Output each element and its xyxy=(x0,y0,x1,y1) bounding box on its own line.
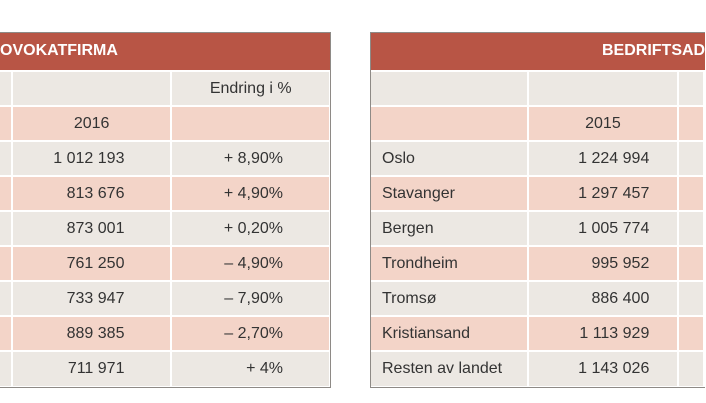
table-row: Tromsø 886 400 xyxy=(370,280,705,316)
salary-value: 733 947 xyxy=(11,280,173,316)
table-row: 733 947 – 7,90% xyxy=(0,280,331,316)
city-name: Trondheim xyxy=(370,245,529,281)
table-row: 761 250 – 4,90% xyxy=(0,245,331,281)
salary-value: 995 952 xyxy=(527,245,680,281)
year-column-header: 2016 xyxy=(11,105,173,141)
left-subheader-row: Endring i % xyxy=(0,70,331,106)
salary-value: 813 676 xyxy=(11,175,173,211)
salary-value: 761 250 xyxy=(11,245,173,281)
change-value: + 4% xyxy=(171,350,331,386)
salary-value: 1 297 457 xyxy=(527,175,680,211)
city-name: Oslo xyxy=(370,140,529,176)
city-name: Bergen xyxy=(370,210,529,246)
right-table-title: BEDRIFTSAD xyxy=(602,42,705,59)
table-row: 813 676 + 4,90% xyxy=(0,175,331,211)
table-row: 889 385 – 2,70% xyxy=(0,315,331,351)
city-name: Resten av landet xyxy=(370,350,529,386)
change-column-header: Endring i % xyxy=(171,70,331,106)
left-table-body: Endring i % 2016 1 012 193 + 8,90% 813 6… xyxy=(0,70,331,386)
table-row: Bergen 1 005 774 xyxy=(370,210,705,246)
table-row: Resten av landet 1 143 026 xyxy=(370,350,705,386)
left-salary-table: OVOKATFIRMA Endring i % 2016 1 012 193 +… xyxy=(0,32,331,388)
table-row: Kristiansand 1 113 929 xyxy=(370,315,705,351)
right-subheader-row xyxy=(370,70,705,106)
salary-value: 1 143 026 xyxy=(527,350,680,386)
city-name: Tromsø xyxy=(370,280,529,316)
right-salary-table: BEDRIFTSAD 2015 Oslo 1 224 994 Stavanger… xyxy=(370,32,705,388)
city-name: Kristiansand xyxy=(370,315,529,351)
change-value: – 7,90% xyxy=(171,280,331,316)
table-row: Trondheim 995 952 xyxy=(370,245,705,281)
table-row: Stavanger 1 297 457 xyxy=(370,175,705,211)
right-table-body: 2015 Oslo 1 224 994 Stavanger 1 297 457 … xyxy=(370,70,705,386)
table-row: 711 971 + 4% xyxy=(0,350,331,386)
left-table-title: OVOKATFIRMA xyxy=(0,32,331,70)
change-value: + 0,20% xyxy=(171,210,331,246)
salary-value: 889 385 xyxy=(11,315,173,351)
table-row: 1 012 193 + 8,90% xyxy=(0,140,331,176)
change-value: – 4,90% xyxy=(171,245,331,281)
change-value: + 8,90% xyxy=(171,140,331,176)
left-year-row: 2016 xyxy=(0,105,331,141)
right-year-row: 2015 xyxy=(370,105,705,141)
salary-value: 886 400 xyxy=(527,280,680,316)
table-row: 873 001 + 0,20% xyxy=(0,210,331,246)
change-value: + 4,90% xyxy=(171,175,331,211)
city-name: Stavanger xyxy=(370,175,529,211)
change-value: – 2,70% xyxy=(171,315,331,351)
salary-value: 1 113 929 xyxy=(527,315,680,351)
salary-value: 1 012 193 xyxy=(11,140,173,176)
salary-value: 1 005 774 xyxy=(527,210,680,246)
right-table-header: BEDRIFTSAD xyxy=(370,32,705,70)
year-column-header: 2015 xyxy=(527,105,680,141)
salary-value: 873 001 xyxy=(11,210,173,246)
salary-value: 711 971 xyxy=(11,350,173,386)
salary-value: 1 224 994 xyxy=(527,140,680,176)
table-row: Oslo 1 224 994 xyxy=(370,140,705,176)
